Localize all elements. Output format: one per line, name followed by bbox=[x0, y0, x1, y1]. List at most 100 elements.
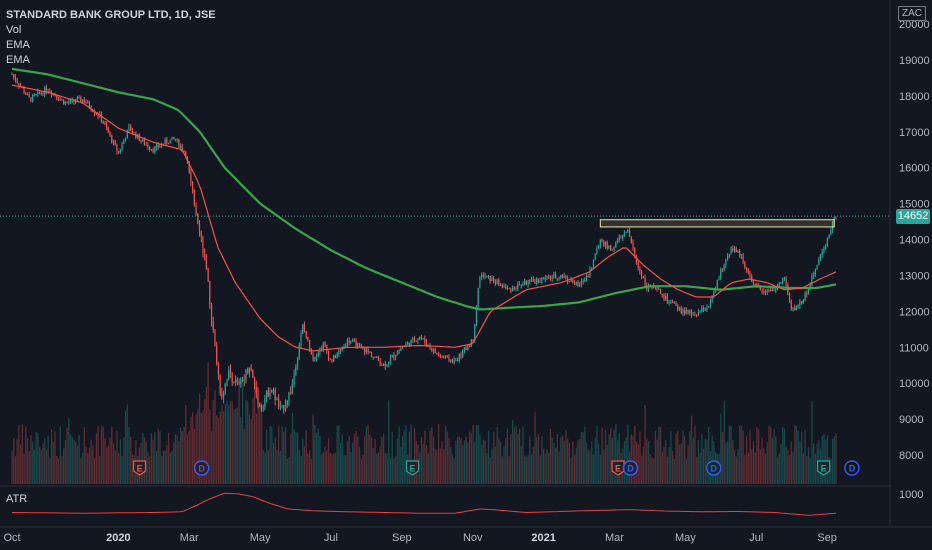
volume-bar bbox=[90, 439, 92, 484]
volume-bar bbox=[157, 428, 159, 484]
volume-bar bbox=[752, 441, 755, 484]
volume-bar bbox=[577, 440, 579, 484]
volume-bar bbox=[202, 410, 204, 484]
volume-bar bbox=[121, 455, 123, 484]
candle-body bbox=[572, 279, 574, 283]
volume-bar bbox=[790, 441, 792, 484]
volume-bar bbox=[169, 452, 171, 484]
legend-vol[interactable]: Vol bbox=[6, 24, 22, 36]
volume-bar bbox=[336, 426, 338, 484]
candle-body bbox=[317, 352, 319, 357]
candle-body bbox=[64, 102, 66, 105]
candle-body bbox=[742, 255, 744, 263]
atr-indicator-label[interactable]: ATR bbox=[6, 493, 28, 505]
candle-body bbox=[339, 349, 342, 351]
candle-body bbox=[709, 301, 712, 307]
candle-body bbox=[542, 277, 545, 280]
volume-bar bbox=[295, 432, 297, 484]
volume-bar bbox=[188, 430, 190, 484]
symbol-title[interactable]: STANDARD BANK GROUP LTD, 1D, JSE bbox=[6, 9, 216, 21]
candle-body bbox=[475, 306, 478, 325]
candle-body bbox=[11, 74, 13, 76]
volume-bar bbox=[284, 427, 287, 484]
dividend-marker: D bbox=[706, 460, 722, 476]
candle-body bbox=[424, 338, 426, 343]
volume-bar bbox=[622, 448, 624, 484]
candle-body bbox=[536, 278, 538, 284]
volume-bar bbox=[283, 432, 285, 484]
candle-body bbox=[506, 287, 509, 289]
volume-bar bbox=[334, 452, 337, 484]
candle-body bbox=[711, 297, 713, 302]
candle-body bbox=[348, 340, 350, 343]
volume-bar bbox=[575, 447, 577, 484]
legend-ema-2[interactable]: EMA bbox=[6, 54, 30, 66]
candle-body bbox=[279, 405, 281, 407]
candle-body bbox=[813, 274, 815, 276]
volume-bar bbox=[714, 452, 717, 484]
time-tick-label: May bbox=[675, 532, 696, 544]
candle-body bbox=[178, 139, 180, 147]
candle-body bbox=[111, 135, 113, 143]
volume-bar bbox=[255, 413, 257, 484]
volume-bar bbox=[436, 450, 438, 484]
volume-bar bbox=[606, 444, 608, 484]
candle-body bbox=[696, 315, 698, 317]
candle-body bbox=[544, 277, 546, 280]
volume-bar bbox=[128, 427, 130, 484]
candle-body bbox=[727, 255, 729, 260]
volume-bar bbox=[470, 433, 473, 484]
volume-bar bbox=[212, 399, 214, 484]
candle-body bbox=[450, 359, 452, 361]
volume-bar bbox=[831, 438, 834, 484]
volume-bar bbox=[369, 434, 371, 484]
volume-bar bbox=[415, 441, 417, 484]
candle-body bbox=[327, 351, 330, 359]
volume-bar bbox=[783, 428, 786, 484]
candle-body bbox=[216, 345, 218, 365]
volume-bar bbox=[269, 425, 271, 484]
volume-bar bbox=[419, 452, 421, 484]
candle-body bbox=[465, 347, 467, 350]
candle-body bbox=[42, 93, 44, 95]
candle-body bbox=[802, 299, 804, 304]
earnings-marker: E bbox=[405, 460, 420, 476]
candle-body bbox=[95, 113, 97, 115]
volume-bar bbox=[109, 437, 111, 484]
candle-body bbox=[477, 288, 479, 307]
candle-body bbox=[604, 241, 607, 246]
volume-bar bbox=[214, 390, 216, 484]
volume-bar bbox=[728, 425, 731, 484]
volume-bar bbox=[341, 434, 343, 484]
candle-body bbox=[140, 140, 142, 142]
candle-body bbox=[338, 350, 340, 354]
candle-body bbox=[245, 369, 247, 381]
candle-body bbox=[771, 289, 773, 291]
volume-bar bbox=[260, 402, 263, 484]
candle-body bbox=[675, 302, 677, 306]
volume-bar bbox=[42, 443, 44, 484]
candle-body bbox=[352, 340, 354, 342]
candle-body bbox=[109, 132, 111, 136]
candle-body bbox=[219, 375, 221, 394]
candle-body bbox=[694, 314, 696, 316]
candle-body bbox=[513, 287, 515, 289]
volume-bar bbox=[293, 429, 295, 484]
volume-bar bbox=[362, 454, 364, 484]
currency-badge[interactable]: ZAC bbox=[898, 6, 926, 21]
volume-bar bbox=[166, 445, 168, 484]
volume-bar bbox=[92, 445, 94, 484]
price-tick-label: 18000 bbox=[899, 91, 930, 103]
candle-body bbox=[794, 307, 796, 311]
candle-body bbox=[826, 238, 828, 247]
volume-bar bbox=[274, 437, 276, 484]
legend-ema-1[interactable]: EMA bbox=[6, 39, 30, 51]
volume-bar bbox=[551, 437, 553, 484]
volume-bar bbox=[795, 425, 798, 484]
candle-body bbox=[551, 278, 553, 280]
candle-body bbox=[458, 354, 460, 362]
candle-body bbox=[634, 248, 636, 257]
candle-body bbox=[281, 405, 283, 407]
candle-body bbox=[704, 309, 706, 311]
